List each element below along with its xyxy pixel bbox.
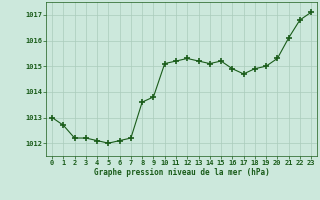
X-axis label: Graphe pression niveau de la mer (hPa): Graphe pression niveau de la mer (hPa) [94, 168, 269, 177]
